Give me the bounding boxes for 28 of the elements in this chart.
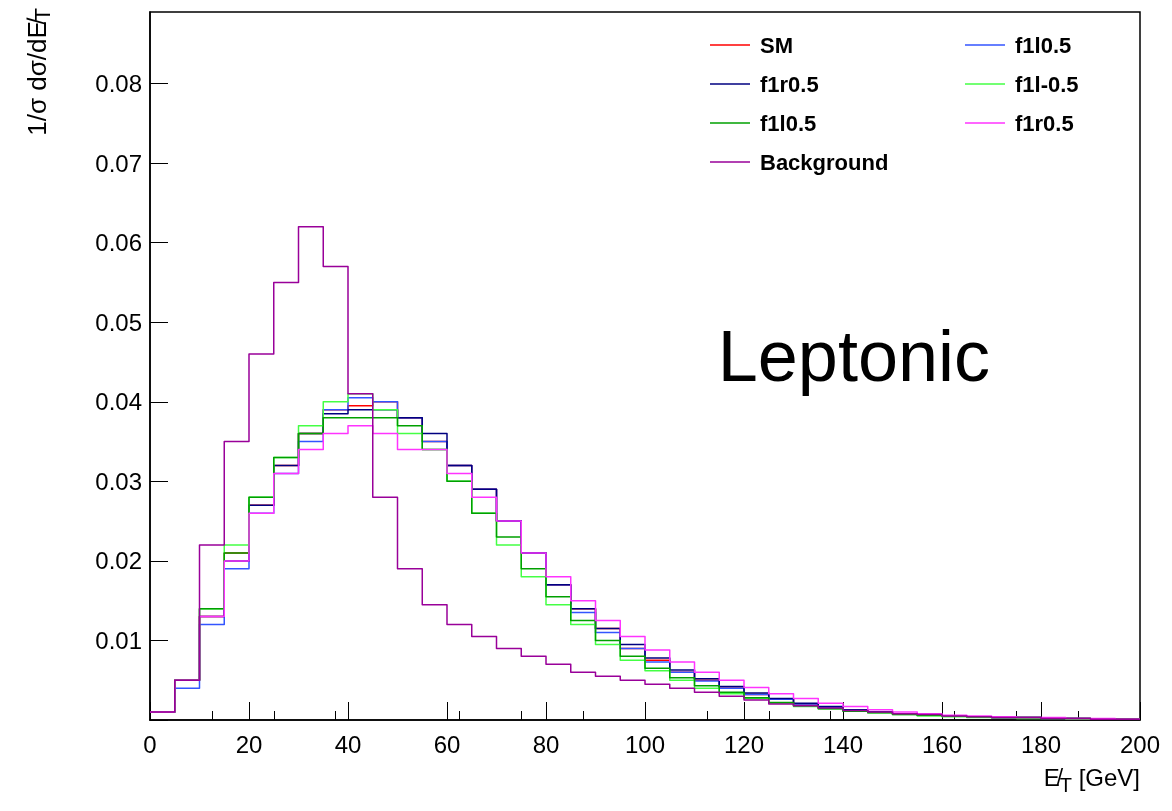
- x-tick-label: 60: [433, 730, 461, 758]
- x-tick-label: 140: [822, 730, 864, 758]
- y-tick-label: 0.07: [95, 149, 142, 177]
- x-tick-label: 160: [921, 730, 963, 758]
- legend-label: Background: [760, 149, 889, 175]
- y-tick-label: 0.08: [95, 70, 142, 98]
- x-tick-label: 0: [143, 730, 157, 758]
- x-tick-label: 100: [624, 730, 666, 758]
- y-tick-label: 0.02: [95, 547, 142, 575]
- y-tick-label: 0.05: [95, 308, 142, 336]
- x-tick-label: 180: [1020, 730, 1062, 758]
- legend-label: f1l0.5: [760, 110, 817, 136]
- y-tick-label: 0.06: [95, 229, 142, 257]
- y-tick-label: 0.04: [95, 388, 142, 416]
- x-tick-label: 20: [235, 730, 263, 758]
- x-tick-label: 40: [334, 730, 362, 758]
- legend-label: f1l-0.5: [1015, 71, 1079, 97]
- annotation: Leptonic: [717, 316, 990, 396]
- legend-label: f1r0.5: [760, 71, 819, 97]
- x-tick-label: 80: [532, 730, 560, 758]
- y-tick-label: 0.03: [95, 467, 142, 495]
- y-tick-label: 0.01: [95, 626, 142, 654]
- x-axis-title: E̸$_{T}$ [GeV]: [1043, 764, 1140, 797]
- legend-label: SM: [760, 32, 793, 58]
- x-tick-label: 120: [723, 730, 765, 758]
- legend-label: f1l0.5: [1015, 32, 1072, 58]
- legend-label: f1r0.5: [1015, 110, 1074, 136]
- x-tick-label: 200: [1119, 730, 1161, 758]
